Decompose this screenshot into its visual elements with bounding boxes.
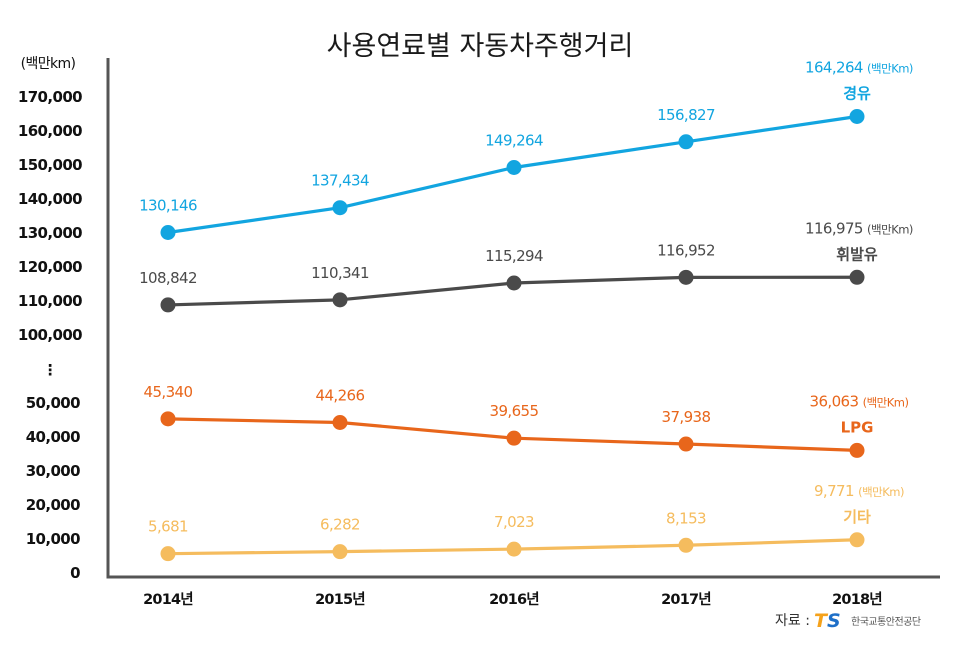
source-prefix: 자료 : <box>775 613 810 629</box>
data-point <box>678 269 694 285</box>
data-point <box>678 537 694 553</box>
unit-label: (백만Km) <box>863 395 909 409</box>
data-label: 164,264 (백만Km) <box>805 59 913 77</box>
unit-label: (백만Km) <box>867 62 913 76</box>
data-point <box>160 411 176 427</box>
series-name-label: 경유 <box>843 85 871 103</box>
data-label: 6,282 <box>320 516 360 534</box>
y-tick-label: 40,000 <box>26 428 80 446</box>
x-tick-label: 2016년 <box>489 591 539 608</box>
data-label: 116,975 (백만Km) <box>805 219 913 237</box>
data-label: 7,023 <box>494 513 534 531</box>
data-label: 9,771 (백만Km) <box>814 482 904 500</box>
data-label: 36,063 (백만Km) <box>810 392 909 410</box>
series-layer: 130,146 137,434 149,264 156,827 164,264 (백만K… <box>139 59 913 562</box>
x-tick-label: 2014년 <box>143 591 193 608</box>
x-tick-label: 2015년 <box>315 591 365 608</box>
data-point <box>506 275 522 291</box>
data-point <box>506 430 522 446</box>
unit-label: (백만Km) <box>858 485 904 499</box>
data-point <box>332 292 348 308</box>
data-point <box>332 544 348 560</box>
y-tick-label: 170,000 <box>18 88 82 106</box>
data-label: 5,681 <box>148 518 188 536</box>
unit-label: (백만Km) <box>867 222 913 236</box>
data-label: 130,146 <box>139 197 197 215</box>
series-경유: 130,146 137,434 149,264 156,827 164,264 (백만K… <box>139 59 913 241</box>
data-point <box>849 109 865 125</box>
data-point <box>849 442 865 458</box>
data-label: 110,341 <box>311 264 369 282</box>
y-tick-label: 160,000 <box>18 122 82 140</box>
data-point <box>332 200 348 216</box>
series-휘발유: 108,842 110,341 115,294 116,952 116,975 (백만K… <box>139 219 913 313</box>
y-tick-label: 150,000 <box>18 156 82 174</box>
data-label: 8,153 <box>666 509 706 527</box>
data-label: 44,266 <box>316 386 365 404</box>
series-name-label: 기타 <box>843 508 871 526</box>
axis-break-symbol: ⋮ <box>43 361 57 379</box>
data-point <box>678 436 694 452</box>
data-label: 37,938 <box>662 408 711 426</box>
chart-title: 사용연료별 자동차주행거리 <box>327 31 634 62</box>
data-label: 45,340 <box>144 383 193 401</box>
x-tick-label: 2018년 <box>832 591 882 608</box>
source-credit: 자료 : TS 한국교통안전공단 <box>775 610 921 632</box>
data-point <box>160 546 176 562</box>
y-tick-label: 110,000 <box>18 292 82 310</box>
y-tick-label: 10,000 <box>26 530 80 548</box>
data-point <box>849 269 865 285</box>
data-label: 108,842 <box>139 269 197 287</box>
data-point <box>506 160 522 176</box>
y-tick-label: 50,000 <box>26 394 80 412</box>
data-point <box>506 541 522 557</box>
x-tick-label: 2017년 <box>661 591 711 608</box>
y-tick-label: 20,000 <box>26 496 80 514</box>
data-label: 39,655 <box>490 402 539 420</box>
y-tick-label: 30,000 <box>26 462 80 480</box>
data-label: 115,294 <box>485 247 543 265</box>
axis-frame <box>106 58 940 579</box>
y-axis-unit-label: (백만km) <box>21 56 76 72</box>
ts-logo-icon: TS <box>814 610 841 632</box>
y-tick-label: 100,000 <box>18 326 82 344</box>
data-point <box>849 532 865 548</box>
data-label: 156,827 <box>657 106 715 124</box>
y-tick-label: 0 <box>70 564 80 582</box>
source-org-name: 한국교통안전공단 <box>851 616 921 628</box>
x-axis-ticks: 2014년 2015년 2016년 2017년 2018년 <box>143 591 883 608</box>
series-LPG: 45,340 44,266 39,655 37,938 36,063 (백만Km) LPG <box>144 383 909 458</box>
data-point <box>332 414 348 430</box>
y-tick-label: 120,000 <box>18 258 82 276</box>
series-name-label: 휘발유 <box>836 245 878 263</box>
data-point <box>678 134 694 150</box>
data-point <box>160 297 176 313</box>
series-기타: 5,681 6,282 7,023 8,153 9,771 (백만Km) 기타 <box>148 482 905 562</box>
y-axis-ticks: 170,000 160,000 150,000 140,000 130,000 120,0… <box>18 88 83 582</box>
data-label: 116,952 <box>657 241 715 259</box>
data-point <box>160 225 176 241</box>
data-label: 137,434 <box>311 172 369 190</box>
series-name-label: LPG <box>841 418 874 436</box>
data-label: 149,264 <box>485 132 543 150</box>
y-tick-label: 130,000 <box>18 224 82 242</box>
y-tick-label: 140,000 <box>18 190 82 208</box>
